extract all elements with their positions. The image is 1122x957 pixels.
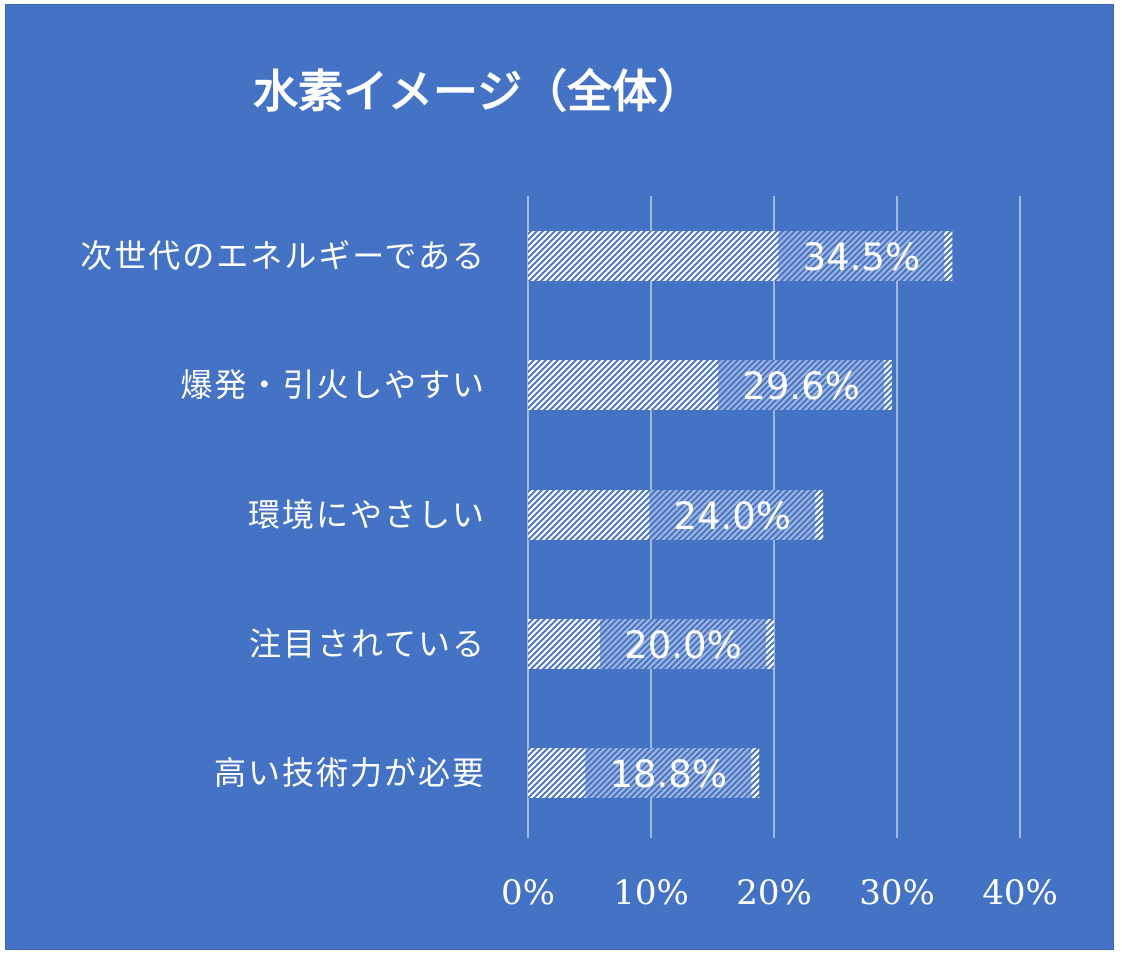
data-label: 29.6% — [742, 365, 860, 408]
data-label-box — [600, 619, 766, 669]
data-label-box — [778, 231, 945, 281]
chart-title: 水素イメージ（全体） — [253, 65, 703, 118]
labels: 0% 10% 20% 30% 40% 34.5% 次世代のエネルギーである 29.6% 爆発・引… — [80, 236, 1058, 913]
category-label: 環境にやさしい — [248, 496, 486, 534]
data-label-box — [718, 360, 885, 410]
x-tick-label: 40% — [982, 873, 1058, 913]
x-tick-label: 0% — [501, 873, 555, 913]
data-label-box — [649, 490, 816, 540]
data-label: 20.0% — [624, 624, 742, 667]
bars — [528, 231, 953, 798]
x-tick-label: 30% — [859, 873, 935, 913]
data-label: 34.5% — [803, 236, 921, 279]
x-tick-label: 20% — [736, 873, 812, 913]
category-label: 次世代のエネルギーである — [80, 237, 486, 275]
category-label: 注目されている — [249, 625, 486, 663]
category-label: 爆発・引火しやすい — [180, 366, 486, 404]
data-label-box — [585, 748, 752, 798]
data-label: 24.0% — [673, 495, 791, 538]
x-tick-label: 10% — [613, 873, 689, 913]
category-label: 高い技術力が必要 — [214, 754, 486, 792]
data-label: 18.8% — [609, 753, 727, 796]
